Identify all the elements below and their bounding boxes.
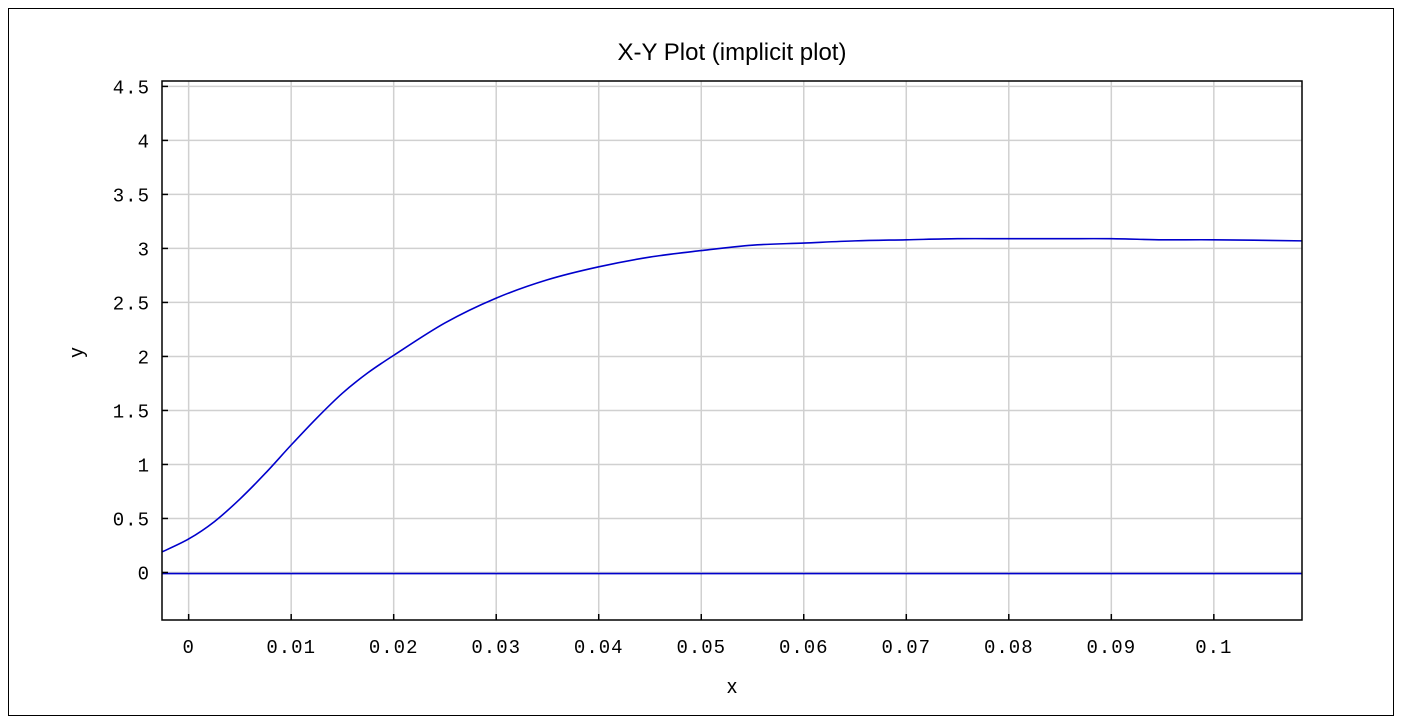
y-tick-label: 3.5	[113, 185, 150, 207]
chart-svg: 0 0.01 0.02 0.03 0.04 0.05 0.06 0.07 0.08 0.09 0.1…	[66, 39, 1303, 698]
x-tick-label: 0.03	[471, 637, 521, 659]
x-tick-label: 0.09	[1087, 637, 1137, 659]
plot-area-border	[161, 80, 1303, 621]
y-tick-label: 0.5	[113, 509, 150, 531]
y-tick-label: 4	[138, 131, 150, 153]
series-line-1	[161, 237, 1303, 553]
x-axis-label: x	[727, 676, 737, 698]
x-tick-labels: 0 0.01 0.02 0.03 0.04 0.05 0.06 0.07 0.08 0.09 0.1	[182, 637, 1232, 659]
chart-title: X-Y Plot (implicit plot)	[618, 39, 847, 66]
x-tick-label: 0.05	[676, 637, 726, 659]
x-tick-label: 0.01	[266, 637, 316, 659]
x-tick-label: 0.02	[369, 637, 419, 659]
y-tick-label: 4.5	[113, 77, 150, 99]
x-tick-label: 0.08	[984, 637, 1034, 659]
y-tick-label: 2.5	[113, 293, 150, 315]
x-tick-label: 0.1	[1195, 637, 1232, 659]
y-tick-label: 0	[138, 563, 150, 585]
y-tick-label: 1	[138, 455, 150, 477]
x-tick-label: 0.06	[779, 637, 829, 659]
x-tick-label: 0	[182, 637, 194, 659]
tick-marks	[162, 85, 1215, 620]
y-tick-label: 2	[138, 347, 150, 369]
chart-frame: 0 0.01 0.02 0.03 0.04 0.05 0.06 0.07 0.08 0.09 0.1…	[8, 8, 1394, 716]
y-tick-label: 1.5	[113, 401, 150, 423]
series-layer	[161, 237, 1303, 575]
y-axis-label: y	[66, 348, 88, 358]
x-tick-label: 0.07	[881, 637, 931, 659]
grid-lines	[162, 81, 1302, 620]
y-tick-labels: 0 0.5 1 1.5 2 2.5 3 3.5 4 4.5	[113, 77, 150, 585]
x-tick-label: 0.04	[574, 637, 624, 659]
y-tick-label: 3	[138, 239, 150, 261]
